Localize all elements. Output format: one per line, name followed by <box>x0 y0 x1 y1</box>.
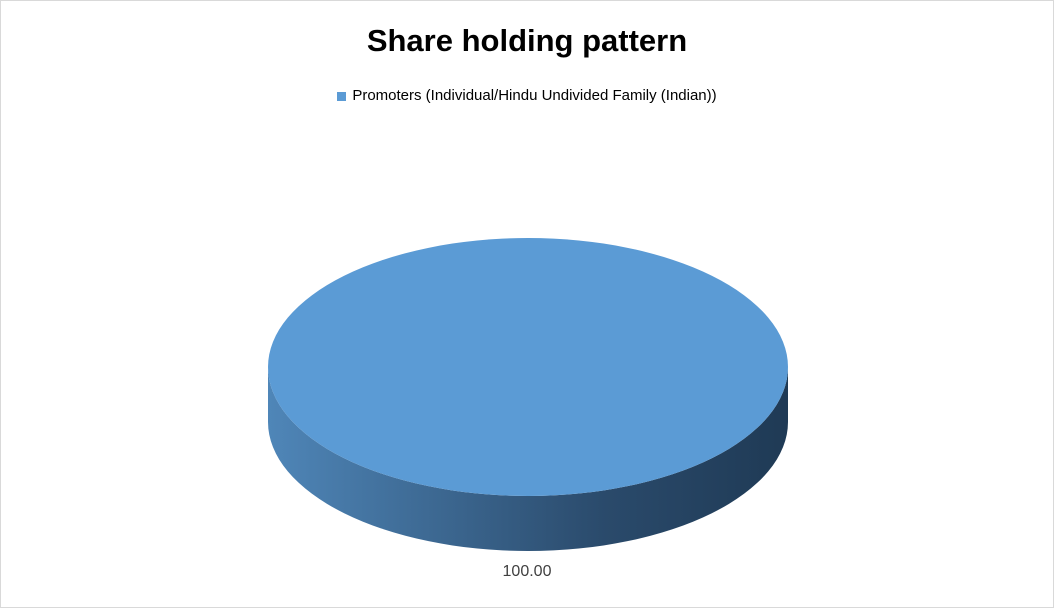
pie-slice-0[interactable] <box>268 238 788 496</box>
pie-slice-side <box>268 367 788 551</box>
legend: Promoters (Individual/Hindu Undivided Fa… <box>1 87 1053 104</box>
legend-label: Promoters (Individual/Hindu Undivided Fa… <box>352 87 717 104</box>
chart-title: Share holding pattern <box>366 23 688 58</box>
legend-swatch <box>337 91 347 101</box>
data-label-0: 100.00 <box>502 563 552 580</box>
